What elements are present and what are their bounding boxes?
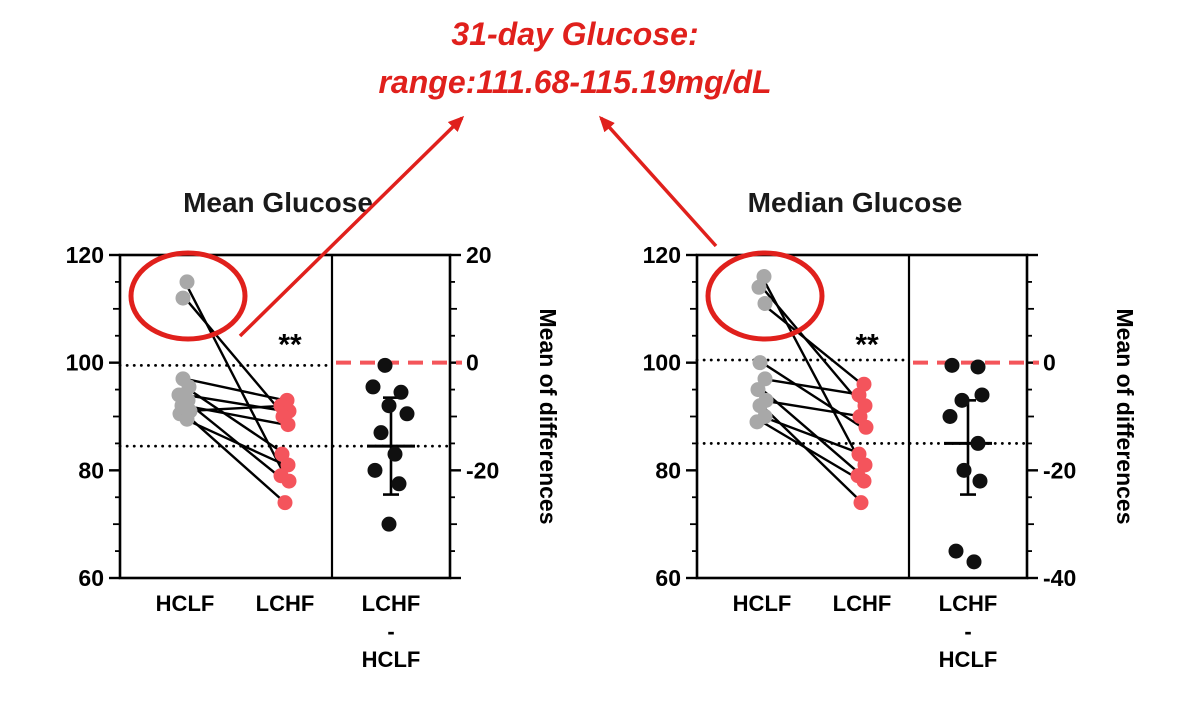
pair-line: [183, 281, 287, 477]
annotation-arrow: [238, 115, 465, 338]
annotation-callout: 31-day Glucose: range:111.68-115.19mg/dL: [0, 10, 1150, 106]
highlight-ellipse: [128, 250, 248, 342]
pair-line: [761, 404, 863, 504]
hclf-point: [179, 274, 195, 290]
hclf-point: [757, 371, 773, 387]
pair-line: [184, 412, 286, 504]
right-axis-tick-label: 20: [466, 242, 492, 268]
lchf-point: [280, 417, 296, 433]
difference-point: [381, 516, 397, 532]
pair-line: [761, 377, 863, 397]
difference-point: [972, 473, 988, 489]
right-axis-label: Mean of differences: [535, 309, 561, 525]
hclf-point: [751, 279, 767, 295]
diff-column-label: LCHF: [939, 591, 998, 616]
right-axis-tick-label: -20: [466, 457, 499, 483]
hclf-point: [175, 290, 191, 306]
pair-line: [761, 415, 863, 456]
difference-point: [970, 359, 986, 375]
x-label-hclf: HCLF: [156, 591, 215, 616]
lchf-point: [853, 495, 869, 511]
left-axis-tick-label: 100: [643, 350, 681, 376]
chart-median-glucose: 60 80 100 120 0 -20 -40 ** Median Glucose HCLF LCH…: [643, 187, 1138, 672]
lchf-point: [281, 473, 297, 489]
diff-column-label: -: [964, 619, 971, 644]
difference-point: [944, 357, 960, 373]
diff-column-label: -: [387, 619, 394, 644]
right-axis-tick-label: 0: [1043, 350, 1056, 376]
pair-line: [184, 297, 286, 418]
difference-point: [942, 409, 958, 424]
right-axis-tick-label: 0: [466, 350, 479, 376]
pair-line: [184, 399, 286, 483]
difference-point: [974, 387, 990, 403]
pair-line: [761, 286, 863, 407]
chart-title: Mean Glucose: [183, 187, 373, 218]
lchf-point: [277, 495, 293, 511]
significance-stars: **: [278, 329, 302, 362]
left-axis-tick-label: 60: [655, 565, 681, 591]
diff-column-label: HCLF: [939, 647, 998, 672]
significance-stars: **: [855, 329, 879, 362]
lchf-point: [858, 419, 874, 435]
pair-line: [761, 361, 863, 429]
difference-point: [970, 435, 986, 451]
lchf-point: [856, 473, 872, 489]
pair-line: [761, 420, 863, 483]
annotation-line1: 31-day Glucose:: [451, 16, 699, 52]
difference-point: [956, 462, 972, 478]
difference-point: [377, 357, 393, 373]
left-axis-tick-label: 120: [643, 242, 681, 268]
difference-point: [966, 554, 982, 570]
x-label-lchf: LCHF: [256, 591, 315, 616]
difference-point: [381, 398, 397, 414]
difference-point: [387, 446, 403, 462]
right-axis-label: Mean of differences: [1112, 309, 1138, 525]
chart-title: Median Glucose: [748, 187, 963, 218]
hclf-point: [749, 414, 765, 430]
pair-line: [761, 302, 863, 386]
chart-mean-glucose: 60 80 100 120 20 0 -20 ** Mean Glucose HCLF LCHF LC…: [66, 187, 561, 672]
left-axis-tick-label: 100: [66, 350, 104, 376]
pair-line: [184, 404, 286, 413]
diff-column-label: HCLF: [362, 647, 421, 672]
right-axis-tick-label: -20: [1043, 457, 1076, 483]
right-axis-tick-label: -40: [1043, 565, 1076, 591]
difference-point: [373, 425, 389, 441]
highlight-ellipse: [705, 250, 825, 342]
difference-point: [365, 379, 381, 395]
pair-line: [184, 404, 286, 426]
hclf-point: [750, 382, 766, 398]
pair-line: [184, 377, 286, 402]
difference-point: [954, 392, 970, 408]
x-label-lchf: LCHF: [833, 591, 892, 616]
hclf-point: [752, 355, 768, 371]
difference-point: [367, 462, 383, 478]
pair-line: [184, 418, 286, 467]
annotation-arrow: [598, 115, 718, 248]
diff-column-label: LCHF: [362, 591, 421, 616]
difference-point: [399, 406, 415, 422]
lchf-point: [857, 457, 873, 473]
hclf-point: [181, 379, 197, 395]
difference-point: [393, 384, 409, 400]
left-axis-tick-label: 60: [78, 565, 104, 591]
pair-line: [761, 399, 863, 418]
hclf-point: [179, 411, 195, 427]
annotation-line2: range:111.68-115.19mg/dL: [378, 64, 772, 100]
difference-point: [391, 476, 407, 492]
hclf-point: [757, 295, 773, 311]
lchf-point: [280, 457, 296, 473]
difference-point: [948, 543, 964, 559]
pair-line: [184, 393, 286, 413]
left-axis-tick-label: 80: [78, 457, 104, 483]
x-label-hclf: HCLF: [733, 591, 792, 616]
left-axis-tick-label: 80: [655, 457, 681, 483]
left-axis-tick-label: 120: [66, 242, 104, 268]
